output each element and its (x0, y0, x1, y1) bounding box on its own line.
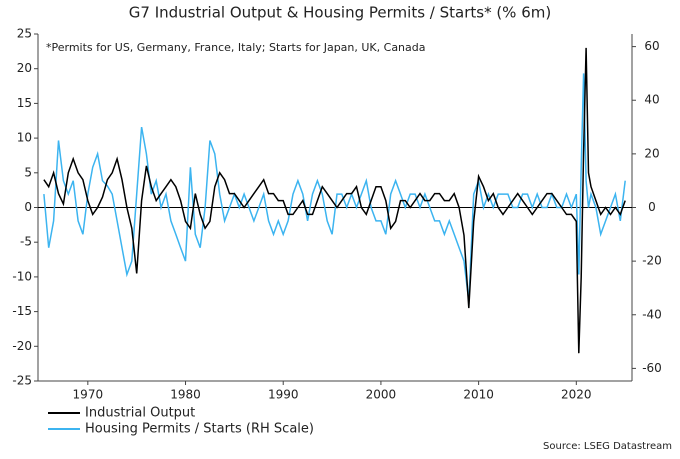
y-tick-label: 25 (17, 27, 32, 41)
y2-tick-label: 40 (644, 93, 659, 107)
y-tick-label: -25 (12, 374, 32, 388)
x-tick-label: 2010 (463, 388, 494, 402)
x-tick-label: 1970 (73, 388, 104, 402)
annotation: *Permits for US, Germany, France, Italy;… (46, 41, 426, 54)
y-tick-label: -20 (12, 339, 32, 353)
y-tick-label: 0 (24, 200, 32, 214)
x-tick-label: 2020 (561, 388, 592, 402)
legend-label: Industrial Output (85, 406, 195, 421)
legend-label: Housing Permits / Starts (RH Scale) (85, 422, 314, 437)
y-tick-label: -5 (20, 235, 32, 249)
y-tick-label: 5 (24, 165, 32, 179)
x-tick-label: 1980 (170, 388, 201, 402)
y-tick-label: 20 (17, 61, 32, 75)
series-line (43, 73, 626, 302)
source: Source: LSEG Datastream (543, 441, 672, 452)
series-line (43, 47, 626, 354)
y-tick-label: -10 (12, 269, 32, 283)
y2-tick-label: -60 (642, 361, 662, 375)
y2-tick-label: 20 (644, 146, 659, 160)
y2-tick-label: 60 (644, 39, 659, 53)
y-tick-label: 15 (17, 96, 32, 110)
y2-tick-label: -40 (642, 307, 662, 321)
y2-tick-label: -20 (642, 254, 662, 268)
x-tick-label: 2000 (366, 388, 397, 402)
x-tick-label: 1990 (268, 388, 299, 402)
chart-title: G7 Industrial Output & Housing Permits /… (129, 4, 551, 22)
y-tick-label: -15 (12, 304, 32, 318)
y-tick-label: 10 (17, 131, 32, 145)
y2-tick-label: 0 (648, 200, 656, 214)
